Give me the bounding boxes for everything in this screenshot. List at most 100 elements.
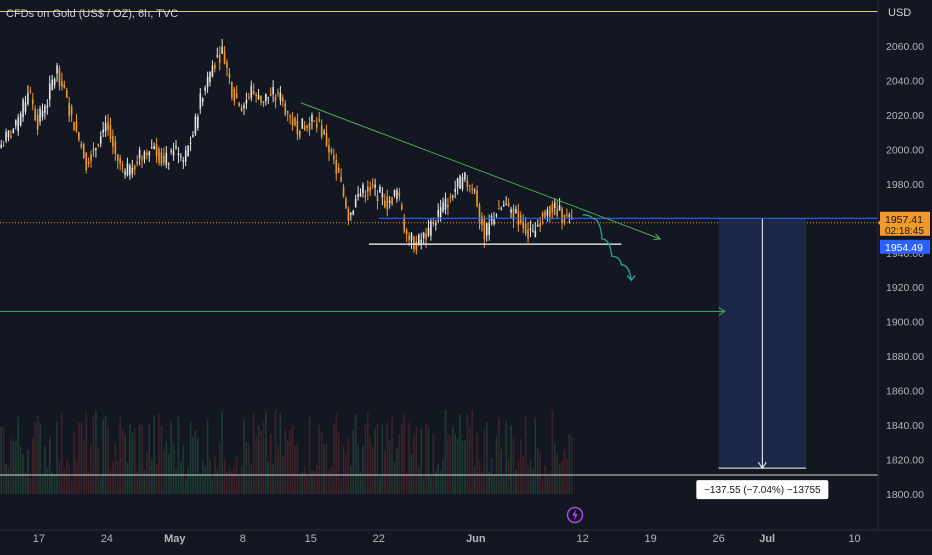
- candle-body: [379, 186, 381, 193]
- volume-bar: [199, 474, 202, 494]
- candle-body: [425, 233, 427, 240]
- candle-body: [551, 203, 554, 214]
- candle-body: [116, 154, 119, 161]
- projection-arrow-head: [626, 274, 636, 282]
- volume-bar: [478, 460, 481, 494]
- candle-body: [252, 90, 255, 95]
- volume-bar: [570, 436, 573, 494]
- candle-body: [175, 146, 177, 148]
- volume-bar: [82, 439, 85, 494]
- volume-bar: [553, 442, 556, 494]
- candle-body: [417, 234, 420, 245]
- y-tick-label: 1860.00: [886, 386, 924, 398]
- candle-body: [454, 188, 457, 192]
- candle-body: [396, 190, 398, 199]
- volume-bar: [102, 419, 104, 494]
- volume-bar: [362, 446, 364, 494]
- volume-bar: [519, 438, 522, 494]
- currency-label[interactable]: USD: [888, 7, 912, 19]
- volume-bar: [209, 459, 211, 494]
- candle-body: [471, 188, 474, 190]
- volume-bar: [369, 435, 372, 494]
- volume-bar: [124, 434, 126, 494]
- candle-body: [362, 184, 364, 194]
- volume-bar: [238, 474, 240, 494]
- candle-body: [296, 120, 299, 135]
- candle-body: [5, 132, 7, 141]
- candle-body: [153, 145, 155, 150]
- candle-body: [109, 125, 112, 139]
- volume-bar: [527, 465, 529, 494]
- candle-body: [58, 68, 61, 86]
- y-tick-label: 1880.00: [886, 351, 924, 363]
- candle-body: [121, 164, 124, 166]
- candle-body: [464, 172, 466, 180]
- candle-body: [308, 122, 311, 130]
- candle-body: [24, 102, 27, 112]
- volume-bar: [114, 443, 117, 494]
- candle-body: [289, 115, 291, 117]
- volume-bar: [143, 469, 146, 494]
- volume-bar: [109, 468, 112, 494]
- candle-body: [265, 93, 267, 102]
- candle-body: [420, 239, 423, 243]
- volume-bar: [158, 413, 160, 494]
- candle-body: [119, 158, 121, 164]
- candle-body: [19, 113, 22, 126]
- volume-bar: [221, 410, 223, 494]
- candle-body: [267, 96, 270, 98]
- candle-body: [172, 150, 175, 156]
- volume-bar: [500, 449, 503, 494]
- volume-bar: [61, 413, 63, 494]
- candle-body: [223, 51, 226, 64]
- volume-bar: [0, 427, 3, 494]
- x-tick-label: 17: [33, 533, 45, 545]
- candle-body: [260, 95, 262, 102]
- volume-bar: [563, 449, 566, 494]
- candle-body: [75, 121, 78, 132]
- candle-body: [131, 168, 134, 174]
- candle-body: [206, 76, 209, 88]
- volume-bar: [182, 445, 185, 494]
- volume-bar: [551, 410, 554, 494]
- lightning-event-icon[interactable]: [566, 506, 584, 524]
- y-tick-label: 1900.00: [886, 317, 924, 329]
- candle-body: [432, 222, 435, 225]
- volume-bar: [279, 412, 282, 494]
- candle-body: [507, 203, 510, 207]
- volume-bar: [286, 439, 289, 494]
- candle-body: [333, 155, 335, 160]
- volume-bar: [449, 435, 452, 494]
- candle-body: [468, 185, 471, 187]
- volume-bar: [439, 470, 442, 494]
- candle-body: [427, 227, 430, 236]
- candle-body: [167, 163, 170, 165]
- volume-bar: [447, 433, 449, 494]
- candle-body: [70, 106, 73, 115]
- volume-bar: [272, 463, 274, 494]
- volume-bar: [357, 445, 359, 494]
- candle-body: [386, 196, 389, 210]
- volume-bar: [333, 423, 335, 494]
- volume-bar: [539, 451, 541, 494]
- volume-bar: [201, 459, 204, 494]
- candle-body: [61, 81, 63, 87]
- candle-body: [255, 94, 257, 97]
- candle-body: [39, 108, 41, 122]
- candle-body: [51, 79, 53, 91]
- volume-bar: [97, 446, 100, 494]
- candle-body: [563, 214, 566, 224]
- volume-bar: [488, 471, 490, 494]
- candle-body: [146, 152, 148, 155]
- volume-bar: [529, 459, 532, 494]
- volume-bar: [466, 413, 469, 494]
- volume-bar: [226, 471, 228, 494]
- volume-bar: [141, 424, 143, 494]
- candle-body: [226, 61, 228, 68]
- candle-body: [44, 106, 46, 114]
- volume-bar: [68, 464, 70, 494]
- volume-bar: [19, 446, 22, 494]
